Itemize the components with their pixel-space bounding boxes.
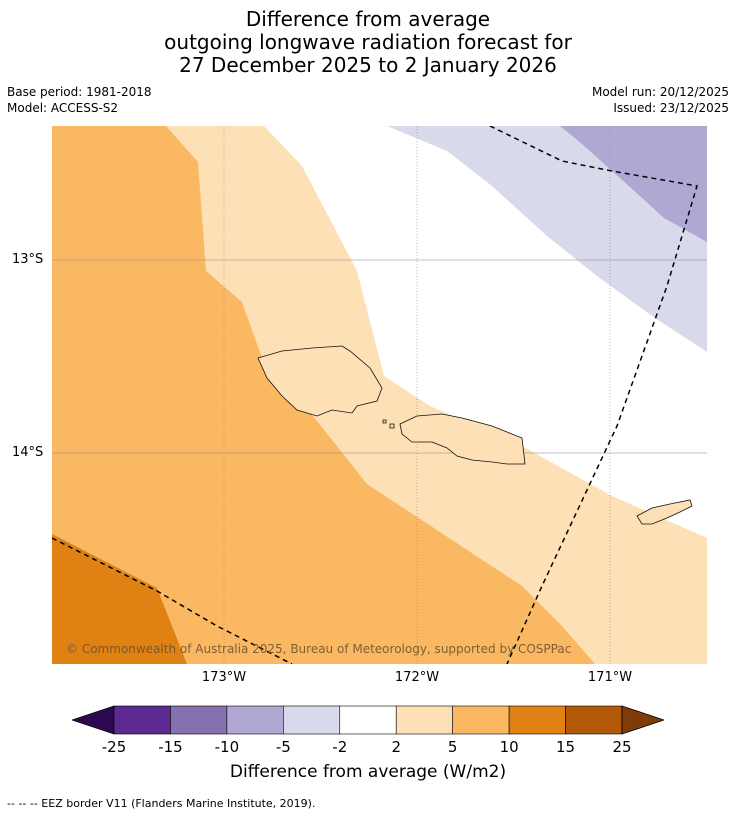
colorbar-tick-label: 5 <box>447 738 458 756</box>
meta-left: Base period: 1981-2018 Model: ACCESS-S2 <box>7 84 152 116</box>
colorbar-tick-label: 15 <box>556 738 576 756</box>
eez-border-southwest <box>52 537 293 664</box>
lon-label-172w: 172°W <box>394 670 440 685</box>
map-svg <box>52 126 707 664</box>
savaii-island <box>257 345 383 417</box>
manono-island <box>382 419 395 429</box>
eez-footnote: -- -- -- EEZ border V11 (Flanders Marine… <box>7 797 316 810</box>
colorbar-tick-label: -25 <box>101 738 127 756</box>
upolu-island <box>399 413 526 465</box>
title-line-1: Difference from average <box>245 7 491 31</box>
colorbar-tick-label: -5 <box>275 738 291 756</box>
colorbar-bin <box>113 705 171 735</box>
colorbar-bin <box>170 705 228 735</box>
lon-label-171w: 171°W <box>587 670 633 685</box>
olr-positive-medium-region <box>52 126 595 664</box>
lat-label-13s: 13°S <box>12 252 44 267</box>
tutuila-island <box>636 499 693 525</box>
title-line-3: 27 December 2025 to 2 January 2026 <box>179 53 557 77</box>
olr-negative-medium-region <box>560 126 707 242</box>
olr-positive-strong-region <box>52 534 187 664</box>
colorbar-tick-label: 2 <box>391 738 401 756</box>
colorbar-bin <box>508 705 566 735</box>
colorbar-tick-label: 25 <box>612 738 632 756</box>
base-period: Base period: 1981-2018 <box>7 85 152 99</box>
colorbar-bin <box>283 705 341 735</box>
colorbar-tick-label: -10 <box>214 738 240 756</box>
model-name: Model: ACCESS-S2 <box>7 101 119 115</box>
colorbar-tick-label: -2 <box>332 738 348 756</box>
colorbar <box>72 705 664 735</box>
copyright-notice: © Commonwealth of Australia 2025, Bureau… <box>66 642 572 656</box>
colorbar-under-arrow <box>72 705 115 735</box>
colorbar-bin <box>452 705 510 735</box>
colorbar-bin <box>226 705 284 735</box>
colorbar-over-arrow <box>621 705 664 735</box>
colorbar-bin <box>565 705 623 735</box>
map-title: Difference from average outgoing longwav… <box>0 8 736 77</box>
graticule <box>52 126 707 664</box>
colorbar-bin <box>339 705 397 735</box>
lon-label-173w: 173°W <box>201 670 247 685</box>
colorbar-tick-label: -15 <box>158 738 183 756</box>
model-run: Model run: 20/12/2025 <box>591 85 729 99</box>
lat-label-14s: 14°S <box>12 445 44 460</box>
colorbar-title: Difference from average (W/m2) <box>229 762 507 782</box>
eez-border <box>52 126 698 664</box>
colorbar-bins <box>113 705 623 735</box>
meta-right: Model run: 20/12/2025 Issued: 23/12/2025 <box>592 84 729 116</box>
title-line-2: outgoing longwave radiation forecast for <box>164 30 572 54</box>
map-panel <box>52 126 707 664</box>
colorbar-bin <box>395 705 453 735</box>
issued-date: Issued: 23/12/2025 <box>613 101 729 115</box>
colorbar-tick-label: 10 <box>499 738 519 756</box>
